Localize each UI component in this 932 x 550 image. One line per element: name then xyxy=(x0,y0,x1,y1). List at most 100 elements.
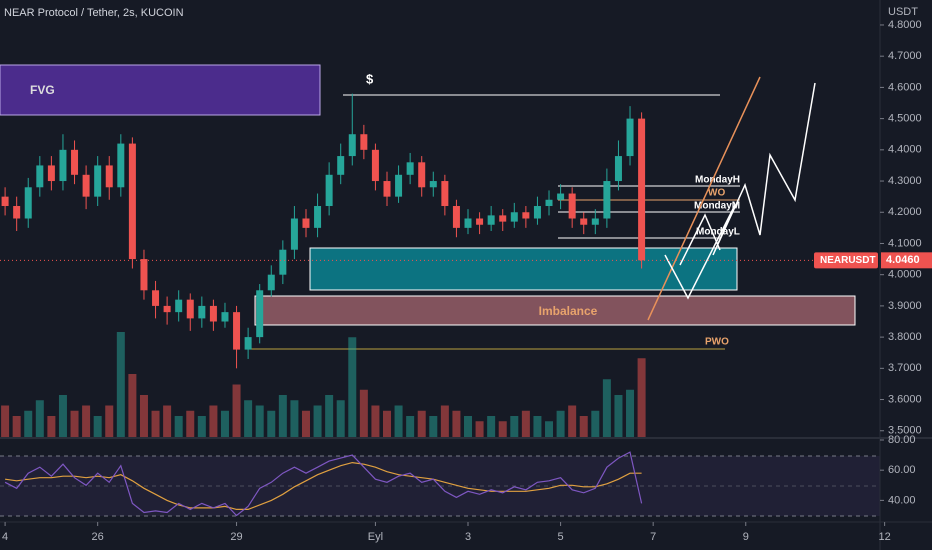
candle-body xyxy=(47,165,55,182)
volume-bar xyxy=(614,395,623,437)
rsi-ma-line xyxy=(5,461,642,510)
y-tick-label: 4.4000 xyxy=(888,144,922,156)
volume-bar xyxy=(556,410,565,437)
candle-body xyxy=(545,199,553,207)
volume-bar xyxy=(105,405,114,437)
candle-body xyxy=(325,174,333,207)
monday-high-label: MondayH xyxy=(695,175,740,186)
volume-bar xyxy=(290,400,299,437)
projection-white xyxy=(664,82,816,300)
x-tick-label: 3 xyxy=(465,531,471,543)
volume-bar xyxy=(186,410,195,437)
candle-body xyxy=(580,218,588,225)
candle-body xyxy=(557,193,565,200)
y-tick-label: 4.0000 xyxy=(888,269,922,281)
candle-body xyxy=(198,305,206,319)
y-tick-label: 4.1000 xyxy=(888,237,922,249)
candle-body xyxy=(267,274,275,291)
monday-mid-label: MondayM xyxy=(694,201,740,212)
candle-body xyxy=(499,215,507,222)
volume-bar xyxy=(116,332,125,437)
volume-bar xyxy=(591,410,600,437)
x-tick-label: 26 xyxy=(92,531,104,543)
volume-bar xyxy=(521,410,530,437)
candle-body xyxy=(441,181,449,207)
rsi-line xyxy=(4,451,643,517)
candle-body xyxy=(510,212,518,222)
x-tick-label: 7 xyxy=(650,531,656,543)
volume-bar xyxy=(545,421,554,437)
candle-body xyxy=(128,143,136,260)
y-tick-label: 3.5000 xyxy=(888,425,922,437)
pwo-label: PWO xyxy=(705,337,729,348)
candle-body xyxy=(13,206,21,219)
volume-bar xyxy=(267,410,276,437)
candle-body xyxy=(279,249,287,275)
volume-bar xyxy=(533,416,542,437)
x-tick-label: 9 xyxy=(743,531,749,543)
candle-body xyxy=(603,181,611,219)
candle-body xyxy=(209,305,217,322)
candle-body xyxy=(429,181,437,188)
y-tick-label: 4.7000 xyxy=(888,50,922,62)
volume-bar xyxy=(163,405,172,437)
volume-bar xyxy=(232,384,241,437)
candle-body xyxy=(140,259,148,291)
candle-body xyxy=(302,218,310,228)
candle-body xyxy=(476,218,484,225)
candle-body xyxy=(348,134,356,157)
y-tick-label: 4.6000 xyxy=(888,81,922,93)
volume-bar xyxy=(70,410,79,437)
candle-body xyxy=(452,206,460,228)
candle-body xyxy=(568,193,576,219)
volume-bar xyxy=(336,400,345,437)
volume-bar xyxy=(58,395,67,437)
last-price-label: 4.0460 xyxy=(886,254,920,266)
volume-bar xyxy=(93,416,102,437)
volume-bar xyxy=(382,410,391,437)
candle-body xyxy=(464,218,472,228)
candle-body xyxy=(105,165,113,188)
volume-bar xyxy=(35,400,44,437)
y-tick-label: 3.8000 xyxy=(888,331,922,343)
candle-body xyxy=(591,218,599,225)
y-tick-label: 3.7000 xyxy=(888,362,922,374)
candle-body xyxy=(290,218,298,250)
volume-bar xyxy=(47,416,56,437)
volume-bar xyxy=(12,416,21,437)
y-tick-label: 3.9000 xyxy=(888,300,922,312)
volume-bar xyxy=(475,421,484,437)
last-price-tag xyxy=(881,252,932,269)
volume-bar xyxy=(278,395,287,437)
x-tick-label: 12 xyxy=(879,531,891,543)
volume-bar xyxy=(197,416,206,437)
symbol-tag xyxy=(814,252,878,269)
projection-white-2 xyxy=(679,213,721,266)
volume-bar xyxy=(82,405,91,437)
y-tick-label: 4.5000 xyxy=(888,113,922,125)
y-tick-label: 4.3000 xyxy=(888,175,922,187)
candle-body xyxy=(383,181,391,197)
candle-body xyxy=(522,212,530,219)
candle-body xyxy=(395,174,403,197)
candle-body xyxy=(314,206,322,228)
volume-bar xyxy=(24,410,33,437)
candle-body xyxy=(371,149,379,182)
candle-body xyxy=(59,149,67,182)
candle-body xyxy=(71,149,79,175)
volume-bar xyxy=(406,416,415,437)
volume-bar xyxy=(255,405,264,437)
rsi-y-tick-label: 60.00 xyxy=(888,464,916,476)
candle-body xyxy=(233,312,241,350)
x-tick-label: 4 xyxy=(2,531,8,543)
rsi-y-tick-label: 80.00 xyxy=(888,434,916,446)
wo-label: WO xyxy=(708,188,725,199)
candle-body xyxy=(152,290,160,306)
x-tick-label: Eyl xyxy=(368,531,383,543)
x-tick-label: 29 xyxy=(230,531,242,543)
candle-body xyxy=(638,118,646,261)
volume-bar xyxy=(244,400,253,437)
fvg-label: FVG xyxy=(30,83,55,97)
volume-bar xyxy=(498,421,507,437)
